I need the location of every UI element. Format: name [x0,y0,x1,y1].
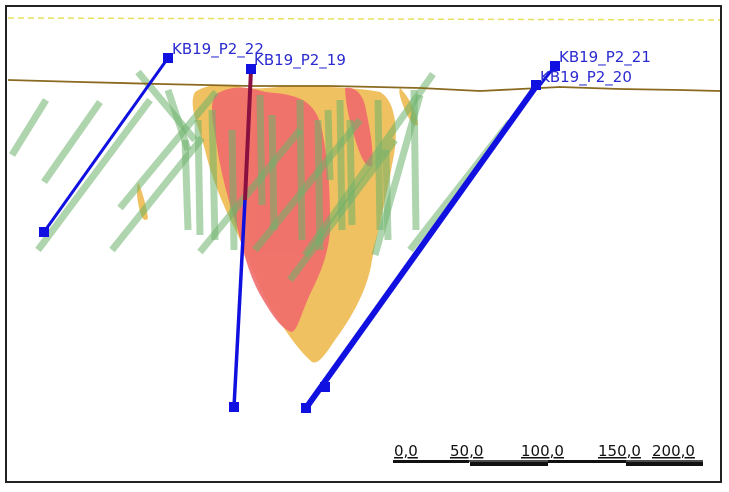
drillhole-collar-marker[interactable] [163,53,173,63]
drillhole-end-marker[interactable] [39,227,49,237]
drillhole-label: KB19_P2_19 [254,51,346,70]
scale-label: 150,0 [598,442,641,460]
drillhole-trace-KB19_P2_19-red [243,69,253,201]
drillhole-collar-marker[interactable] [550,61,560,71]
drillhole-trace-KB19_P2_19[interactable] [232,199,247,408]
scale-label: 50,0 [450,442,483,460]
drillhole-collar-marker[interactable] [246,64,256,74]
drillhole-label: KB19_P2_20 [540,68,632,87]
drillhole-trace-KB19_P2_20[interactable] [303,83,540,410]
topography-line [7,79,721,92]
scale-bar-segment [470,462,548,466]
drillhole-end-marker[interactable] [301,403,311,413]
scale-bar-segment [548,460,626,463]
scale-bar-segment [393,460,469,463]
upper-boundary-line [7,17,721,21]
scale-label: 200,0 [652,442,695,460]
scale-bar-segment [626,462,703,466]
scale-label: 0,0 [394,442,418,460]
drillhole-end-marker[interactable] [320,382,330,392]
drillhole-end-marker[interactable] [229,402,239,412]
drillhole-trace-KB19_P2_22[interactable] [42,57,170,233]
scale-bar: 0,0 50,0 100,0 150,0 200,0 [393,442,703,466]
drillhole-collar-marker[interactable] [531,80,541,90]
drillhole-traces [39,53,560,413]
scale-label: 100,0 [521,442,564,460]
drillhole-label: KB19_P2_22 [172,40,264,59]
drillhole-label: KB19_P2_21 [559,48,651,67]
